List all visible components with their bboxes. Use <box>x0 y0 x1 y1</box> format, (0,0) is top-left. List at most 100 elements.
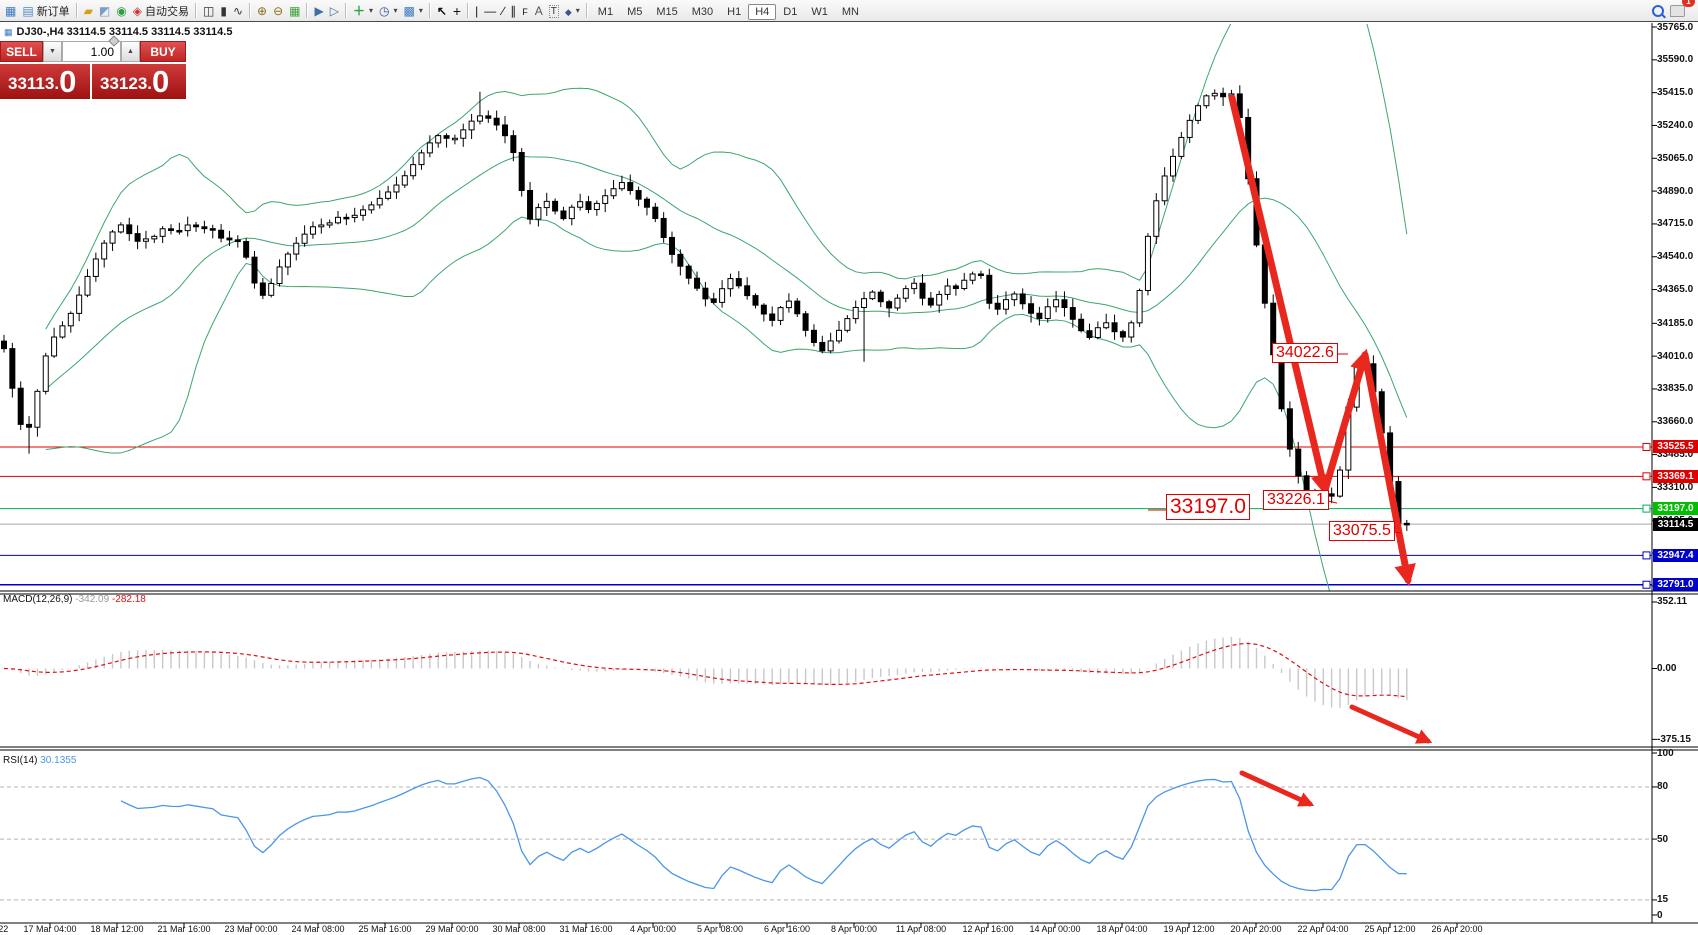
chat-bubble-icon <box>1670 4 1685 17</box>
price-callout: 33075.5 <box>1329 521 1395 542</box>
time-axis-label: 26 Apr 20:00 <box>1431 924 1483 934</box>
time-axis-label: 21 Mar 16:00 <box>157 924 211 934</box>
toolbar-separator <box>344 3 347 18</box>
macd-axis-tick: 0.00 <box>1657 663 1677 674</box>
time-axis-label: 23 Mar 00:00 <box>224 924 278 934</box>
time-axis-label: 31 Mar 16:00 <box>559 924 613 934</box>
price-line-label: 32791.0 <box>1653 578 1698 592</box>
price-callout: 34022.6 <box>1272 343 1338 364</box>
dropdown-arrow-icon: ▾ <box>393 6 398 15</box>
sell-price-main: 33113. <box>8 74 60 93</box>
price-axis-tick: 33485.0 <box>1657 449 1694 461</box>
price-line-label: 32947.4 <box>1653 548 1698 562</box>
time-axis-label: 25 Mar 16:00 <box>358 924 412 934</box>
timeframe-button-h4[interactable]: H4 <box>748 3 777 20</box>
timeframe-button-m30[interactable]: M30 <box>691 5 714 18</box>
time-axis-label: 20 Apr 20:00 <box>1230 924 1282 934</box>
time-axis-label: 11 Apr 08:00 <box>895 924 947 934</box>
auto-trading-label: 自动交易 <box>144 5 189 18</box>
price-axis-tick: 34365.0 <box>1657 284 1694 296</box>
price-callout: 33226.1 <box>1263 490 1329 511</box>
rsi-axis-tick: 15 <box>1657 894 1669 906</box>
rsi-label: RSI(14) <box>3 755 38 766</box>
period-button[interactable]: ▾ <box>376 1 401 20</box>
add-indicator-button[interactable]: ▾ <box>350 1 376 20</box>
new-order-button[interactable]: 新订单 <box>19 1 72 20</box>
toolbar-separator <box>467 3 470 18</box>
rsi-value: 30.1355 <box>40 755 77 766</box>
macd-signal-value: -282.18 <box>111 594 146 605</box>
price-line-label: 33525.5 <box>1653 440 1698 454</box>
buy-price-main: 33123. <box>100 74 152 93</box>
auto-trading-button[interactable]: 自动交易 <box>130 1 192 20</box>
price-callout: 33197.0 <box>1166 494 1250 521</box>
timeframe-button-mn[interactable]: MN <box>841 5 859 18</box>
volume-increase-button[interactable]: ▲ <box>121 41 140 62</box>
time-axis-label: 8 Apr 00:00 <box>830 924 878 934</box>
price-axis-tick: 33660.0 <box>1657 416 1694 428</box>
toolbar-separator <box>428 3 431 18</box>
chart-title: DJ30-,H4 33114.5 33114.5 33114.5 33114.5 <box>4 26 233 38</box>
volume-input[interactable]: 1.00 <box>62 41 121 62</box>
price-axis-tick: 35240.0 <box>1657 119 1694 131</box>
macd-label: MACD(12,26,9) <box>3 594 73 605</box>
macd-axis-tick: 352.11 <box>1657 596 1688 608</box>
chart-title-text: DJ30-,H4 33114.5 33114.5 33114.5 33114.5 <box>16 26 233 38</box>
price-axis-tick: 35415.0 <box>1657 87 1694 99</box>
dropdown-arrow-icon: ▾ <box>368 6 373 15</box>
toolbar-separator <box>585 3 588 18</box>
price-axis-tick: 34010.0 <box>1657 350 1694 362</box>
price-axis-tick: 35765.0 <box>1657 21 1694 33</box>
toolbar-separator <box>194 3 197 18</box>
macd-value: -342.09 <box>75 594 110 605</box>
price-line-label: 33369.1 <box>1653 469 1698 483</box>
notification-badge: 1 <box>1682 0 1695 7</box>
rsi-axis-tick: 0 <box>1657 909 1663 921</box>
price-line-label: 33197.0 <box>1653 502 1698 516</box>
search-icon <box>1652 4 1664 17</box>
timeframe-button-m1[interactable]: M1 <box>597 5 614 18</box>
timeframe-button-h1[interactable]: H1 <box>727 5 742 18</box>
one-click-trade-panel: SELL ▼ 1.00 ▲ BUY 33113. 0 33123. 0 <box>0 35 188 99</box>
sell-button[interactable]: SELL <box>0 41 43 62</box>
rsi-axis-tick: 100 <box>1657 747 1674 759</box>
dropdown-arrow-icon: ▾ <box>575 6 580 15</box>
timeframe-button-m15[interactable]: M15 <box>656 5 678 18</box>
price-axis-tick: 33835.0 <box>1657 383 1694 395</box>
time-axis-label: 18 Mar 12:00 <box>90 924 144 934</box>
toolbar-separator <box>249 3 251 18</box>
search-button[interactable] <box>1649 1 1667 20</box>
price-axis-tick: 34890.0 <box>1657 185 1694 197</box>
rsi-axis-tick: 50 <box>1657 833 1669 845</box>
timeframe-button-w1[interactable]: W1 <box>811 5 828 18</box>
time-axis-label: 14 Apr 00:00 <box>1029 924 1081 934</box>
price-axis-tick: 33310.0 <box>1657 481 1694 493</box>
timeframe-button-d1[interactable]: D1 <box>783 5 798 18</box>
time-axis-label: 17 Mar 04:00 <box>23 924 77 934</box>
timeframe-button-m5[interactable]: M5 <box>627 5 643 18</box>
template-button[interactable]: ▾ <box>400 1 425 20</box>
time-axis-label: 19 Apr 12:00 <box>1163 924 1215 934</box>
buy-price-big-digit: 0 <box>152 64 170 99</box>
macd-axis-tick: -375.15 <box>1657 733 1691 745</box>
shapes-tool-button[interactable]: ▾ <box>562 1 583 20</box>
rsi-pane-label: RSI(14) 30.1355 <box>3 755 76 766</box>
price-axis-tick: 35065.0 <box>1657 152 1694 164</box>
notifications-button[interactable]: 1 <box>1667 0 1695 20</box>
time-axis-label: 24 Mar 08:00 <box>291 924 345 934</box>
buy-price-display[interactable]: 33123. 0 <box>92 64 186 99</box>
time-axis-label: 16 Mar 2022 <box>0 924 9 934</box>
volume-decrease-button[interactable]: ▼ <box>43 41 62 62</box>
time-axis-label: 29 Mar 00:00 <box>425 924 479 934</box>
new-order-label: 新订单 <box>36 5 70 18</box>
time-axis-label: 22 Apr 04:00 <box>1297 924 1349 934</box>
sell-price-display[interactable]: 33113. 0 <box>0 64 92 99</box>
price-axis-tick: 35590.0 <box>1657 54 1694 66</box>
price-line-label: 33114.5 <box>1653 517 1698 531</box>
buy-button[interactable]: BUY <box>140 41 186 62</box>
price-axis-tick: 34715.0 <box>1657 218 1694 230</box>
time-axis-label: 5 Apr 08:00 <box>696 924 744 934</box>
dropdown-arrow-icon: ▾ <box>418 6 423 15</box>
